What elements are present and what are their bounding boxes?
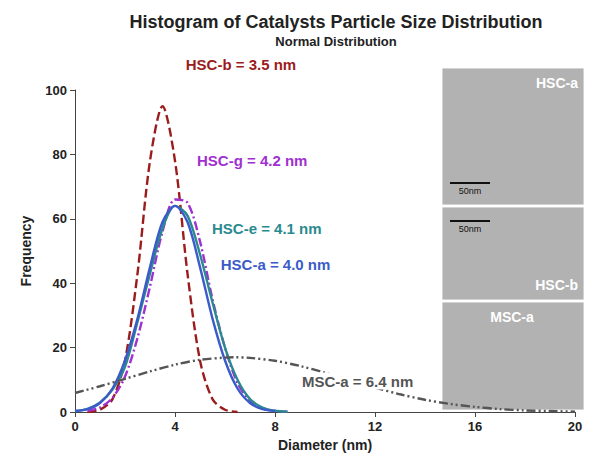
svg-text:50nm: 50nm <box>459 186 482 196</box>
svg-text:20: 20 <box>568 419 582 434</box>
svg-text:8: 8 <box>271 419 278 434</box>
svg-text:HSC-e = 4.1 nm: HSC-e = 4.1 nm <box>212 220 322 237</box>
svg-text:Frequency: Frequency <box>18 215 34 286</box>
svg-text:HSC-b: HSC-b <box>535 277 578 293</box>
svg-text:Normal Distribution: Normal Distribution <box>275 34 396 49</box>
svg-text:80: 80 <box>53 147 67 162</box>
svg-text:40: 40 <box>53 276 67 291</box>
svg-text:HSC-a = 4.0 nm: HSC-a = 4.0 nm <box>221 256 331 273</box>
svg-text:Histogram of Catalysts Particl: Histogram of Catalysts Particle Size Dis… <box>129 12 542 32</box>
svg-text:Diameter (nm): Diameter (nm) <box>278 437 372 453</box>
svg-text:12: 12 <box>368 419 382 434</box>
svg-text:4: 4 <box>171 419 179 434</box>
svg-text:100: 100 <box>45 83 67 98</box>
svg-text:0: 0 <box>60 405 67 420</box>
svg-text:HSC-b = 3.5 nm: HSC-b = 3.5 nm <box>186 56 296 73</box>
svg-text:16: 16 <box>468 419 482 434</box>
svg-text:0: 0 <box>71 419 78 434</box>
svg-text:HSC-a: HSC-a <box>536 75 578 91</box>
svg-text:MSC-a = 6.4 nm: MSC-a = 6.4 nm <box>302 373 413 390</box>
svg-text:20: 20 <box>53 340 67 355</box>
svg-text:60: 60 <box>53 211 67 226</box>
svg-text:HSC-g = 4.2 nm: HSC-g = 4.2 nm <box>197 152 307 169</box>
svg-text:MSC-a: MSC-a <box>490 309 534 325</box>
svg-text:50nm: 50nm <box>459 224 482 234</box>
